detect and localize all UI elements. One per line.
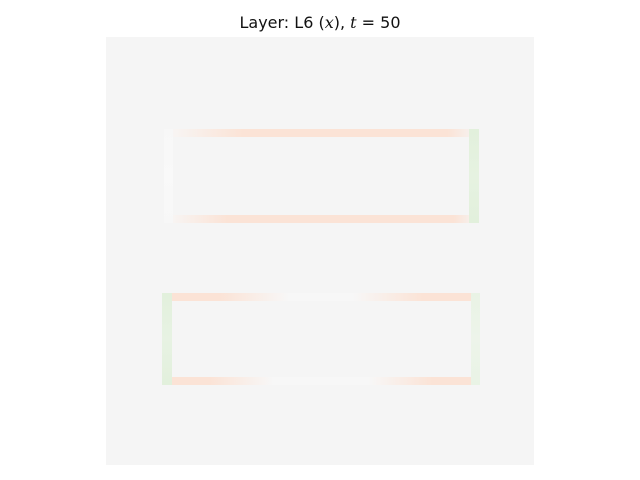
top-rectangle-bottom-edge <box>164 215 479 223</box>
bottom-rectangle-top-edge <box>162 293 480 301</box>
top-rectangle-left-edge <box>164 129 173 223</box>
plot-title: Layer: L6 (x), t = 50 <box>239 13 401 32</box>
bottom-rectangle-outline <box>162 293 480 385</box>
top-rectangle-outline <box>164 129 479 223</box>
bottom-rectangle-right-edge <box>471 293 480 385</box>
top-rectangle-top-edge <box>164 129 479 137</box>
top-rectangle-right-edge <box>469 129 479 223</box>
bottom-rectangle-bottom-edge <box>162 377 480 385</box>
layer-activation-image <box>106 37 534 465</box>
bottom-rectangle-left-edge <box>162 293 172 385</box>
